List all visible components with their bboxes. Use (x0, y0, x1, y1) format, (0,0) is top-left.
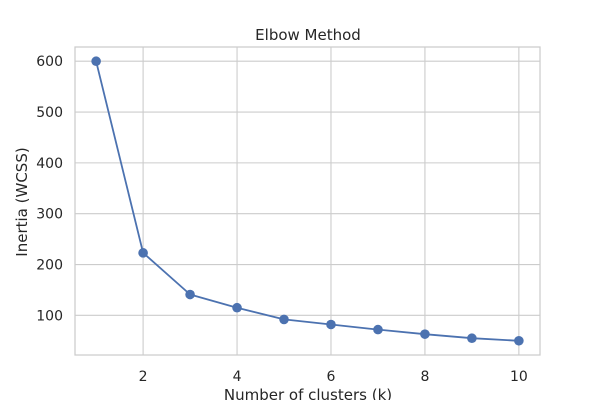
y-tick-label: 100 (36, 308, 63, 324)
x-axis-label: Number of clusters (k) (224, 386, 392, 400)
data-point (232, 302, 242, 313)
tick-labels: 2 4 6 8 10 100 200 300 400 500 600 (36, 54, 528, 385)
grid-lines (75, 47, 540, 355)
x-tick-label: 2 (139, 369, 148, 385)
data-point (326, 319, 336, 330)
x-tick-label: 4 (233, 369, 242, 385)
chart-title: Elbow Method (255, 26, 361, 44)
y-tick-label: 300 (36, 207, 63, 223)
y-tick-label: 400 (36, 156, 63, 172)
plot-frame (74, 46, 541, 356)
y-axis-label: Inertia (WCSS) (13, 147, 31, 256)
data-point (420, 329, 430, 339)
series-line (95, 60, 519, 342)
x-tick-label: 8 (420, 369, 429, 385)
data-point (373, 324, 383, 335)
data-point (185, 289, 195, 300)
data-points (91, 56, 524, 346)
data-point (279, 314, 289, 325)
y-tick-label: 200 (36, 258, 63, 274)
y-tick-label: 500 (36, 105, 63, 121)
data-point (467, 333, 477, 344)
data-point (514, 335, 524, 346)
y-tick-label: 600 (36, 54, 63, 70)
data-point (138, 248, 148, 258)
x-tick-label: 10 (510, 369, 528, 385)
data-point (91, 56, 101, 67)
x-tick-label: 6 (327, 369, 336, 385)
